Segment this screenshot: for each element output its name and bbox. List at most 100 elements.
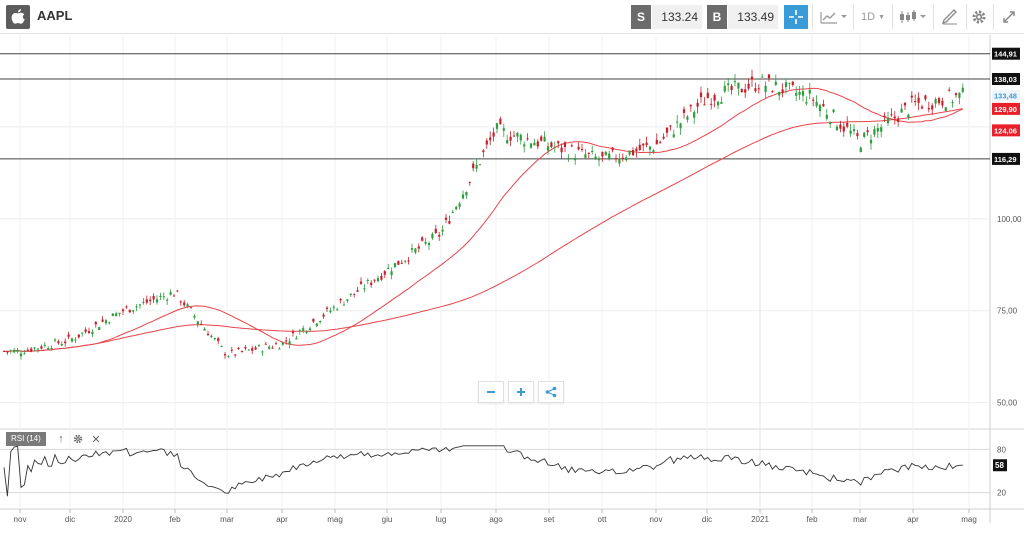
rsi-indicator-label[interactable]: RSI (14) (6, 432, 46, 446)
sell-price[interactable]: 133.24 (652, 5, 702, 29)
toolbar-divider (966, 4, 967, 30)
time-axis-label: nov (650, 515, 663, 524)
candle-body (703, 104, 706, 106)
candle-body (179, 301, 182, 303)
candle-body (737, 82, 740, 89)
fullscreen-button[interactable] (998, 5, 1020, 29)
candle-body (890, 114, 893, 116)
candle-body (288, 341, 291, 345)
candle-body (98, 326, 101, 331)
candle-body (567, 157, 570, 160)
last-price-badge-bg (992, 89, 1020, 102)
sell-button[interactable]: S (631, 5, 651, 29)
candle-body (795, 92, 798, 96)
candle-body (917, 97, 920, 103)
rsi-settings-button[interactable] (71, 432, 85, 446)
candle-body (900, 108, 903, 113)
candle-body (329, 310, 332, 313)
candle-body (390, 271, 393, 276)
candle-body (356, 290, 359, 292)
pencil-icon (941, 9, 957, 25)
candle-body (285, 340, 288, 342)
settings-button[interactable] (968, 5, 990, 29)
candle-body (342, 304, 346, 306)
candle-body (584, 154, 587, 158)
candle-body (451, 211, 454, 213)
share-button[interactable] (538, 381, 564, 403)
candle-body (23, 353, 26, 355)
chart-area[interactable]: 100,00 75,00 50,00 nov dic 2020 feb mar apr mag gi… (0, 35, 1024, 533)
candle-body (944, 107, 947, 112)
candle-body (26, 349, 29, 351)
candle-body (159, 295, 162, 297)
buy-price[interactable]: 133.49 (728, 5, 778, 29)
candle-body (852, 129, 856, 131)
candle-body (580, 148, 584, 150)
candle-body (472, 163, 475, 169)
candle-body (125, 306, 128, 308)
candle-body (200, 323, 203, 325)
resistance-mid-badge: 138,03 (994, 75, 1017, 84)
candle-body (526, 138, 529, 140)
candle-body (40, 346, 43, 349)
candle-body (441, 229, 444, 232)
candle-body (951, 101, 954, 103)
zoom-in-button[interactable] (508, 381, 534, 403)
candle-body (886, 117, 890, 124)
candle-body (489, 137, 492, 141)
moving-average-fast-line (3, 87, 964, 352)
candle-body (546, 146, 550, 151)
chart-type-button[interactable] (818, 5, 848, 29)
candle-body (189, 307, 193, 309)
candle-body (172, 295, 176, 297)
candle-body (465, 191, 468, 196)
candle-body (788, 82, 791, 84)
candle-body (121, 309, 125, 312)
candle-body (370, 282, 373, 285)
candle-body (744, 89, 747, 93)
candle-body (155, 299, 159, 303)
candle-body (676, 121, 679, 123)
candle-body (217, 338, 220, 341)
rsi-close-button[interactable]: ✕ (89, 432, 103, 446)
candle-body (53, 339, 57, 341)
candle-body (747, 83, 750, 89)
candle-body (336, 309, 339, 311)
rsi-move-up-button[interactable]: ↑ (54, 432, 68, 446)
candle-body (808, 89, 811, 94)
candle-body (67, 334, 70, 337)
drawing-tools-button[interactable] (938, 5, 962, 29)
interval-dropdown[interactable]: 1D ▼ (858, 5, 888, 29)
line-chart-icon (820, 12, 847, 24)
candle-body (574, 158, 577, 161)
candle-body (662, 136, 665, 139)
candle-body (6, 351, 9, 353)
candle-body (873, 128, 876, 135)
candle-body (376, 277, 380, 282)
candle-body (801, 90, 805, 96)
moving-average-slow-line (3, 108, 963, 352)
candle-body (659, 142, 662, 144)
crosshair-button[interactable] (784, 5, 808, 29)
candle-body (9, 350, 12, 352)
candle-body (825, 114, 828, 119)
price-chart[interactable]: 100,00 75,00 50,00 nov dic 2020 feb mar apr mag gi… (0, 35, 1024, 533)
candle-body (213, 338, 216, 340)
candle-body (295, 338, 298, 340)
candle-body (829, 122, 832, 125)
candle-style-button[interactable] (897, 5, 929, 29)
price-tick-label: 75,00 (997, 307, 1018, 316)
interval-label: 1D (861, 11, 876, 23)
buy-button[interactable]: B (707, 5, 727, 29)
toolbar-divider (933, 4, 934, 30)
candle-body (254, 347, 257, 350)
candle-body (710, 103, 713, 105)
candle-body (346, 299, 349, 301)
zoom-out-button[interactable] (478, 381, 504, 403)
candle-body (291, 331, 295, 334)
candle-body (686, 116, 689, 120)
toolbar-divider (892, 4, 893, 30)
candle-body (961, 87, 964, 92)
time-axis-label: apr (907, 515, 919, 524)
candle-body (682, 109, 686, 113)
